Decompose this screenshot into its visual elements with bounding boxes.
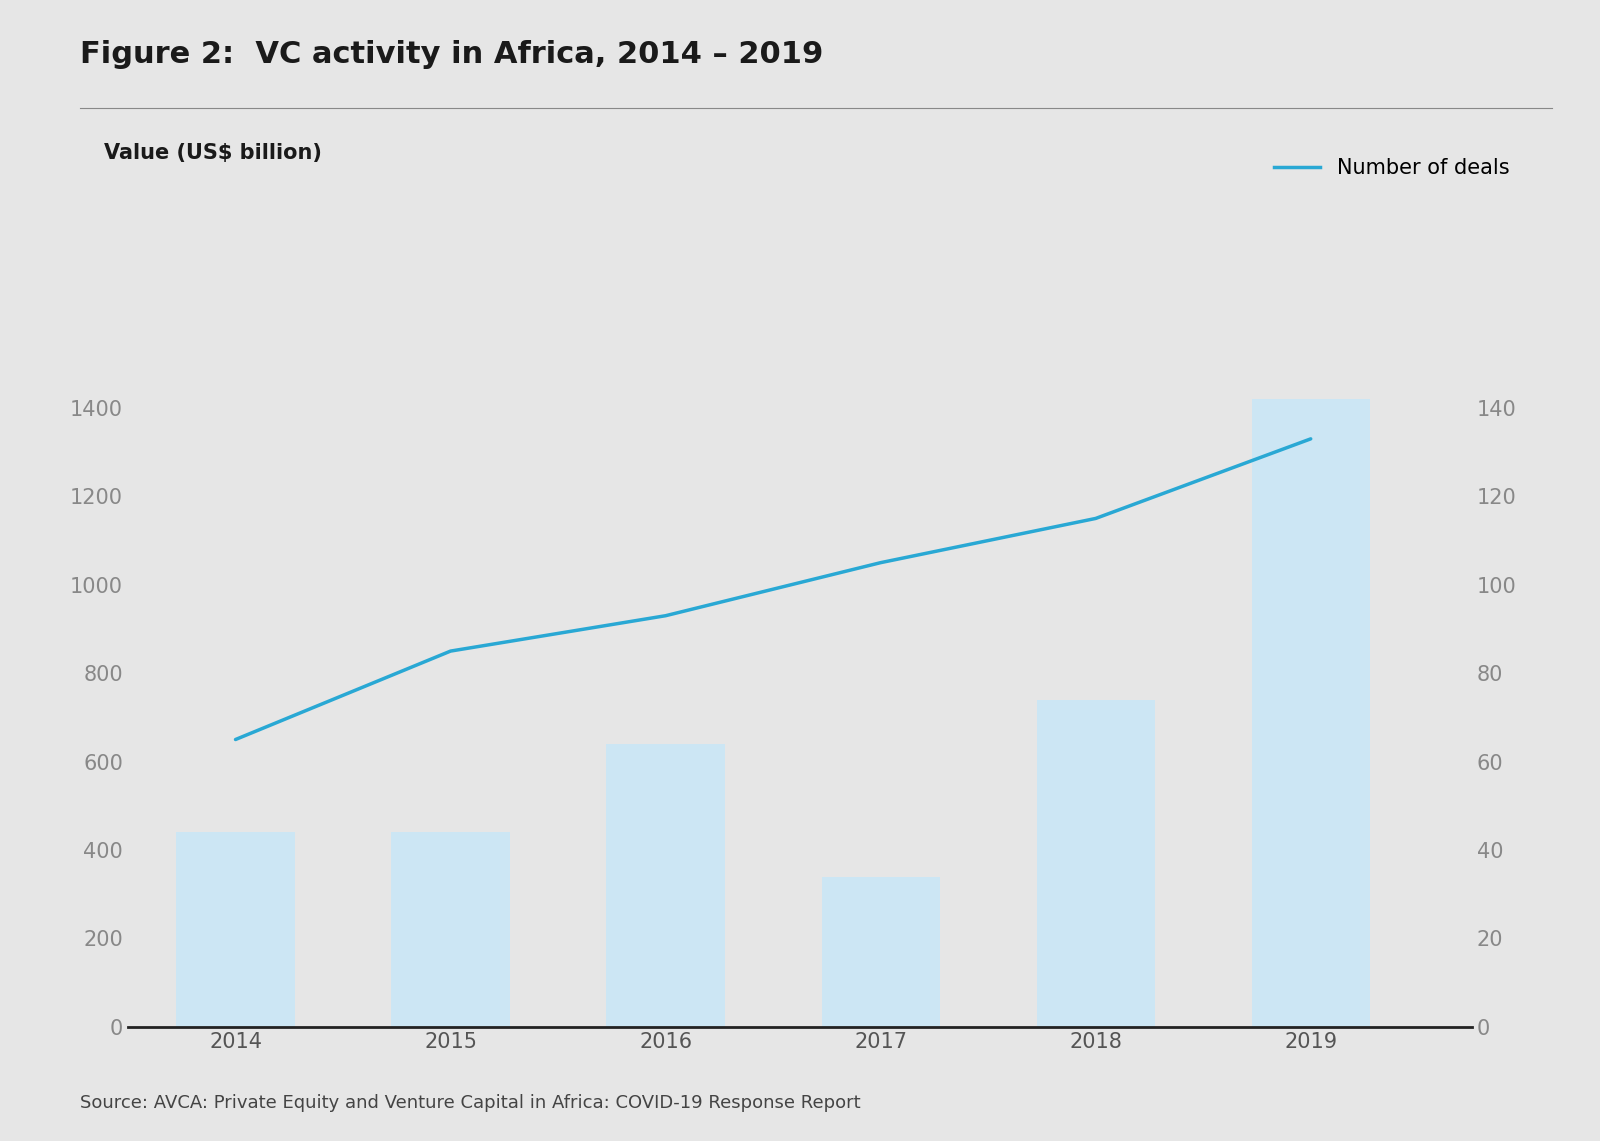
Legend: Number of deals: Number of deals — [1266, 149, 1517, 186]
Bar — [821, 876, 939, 1027]
Text: Value (US$ billion): Value (US$ billion) — [104, 143, 322, 163]
Bar — [606, 744, 725, 1027]
Text: Figure 2:  VC activity in Africa, 2014 – 2019: Figure 2: VC activity in Africa, 2014 – … — [80, 40, 824, 68]
Bar — [176, 833, 294, 1027]
Bar — [1251, 399, 1370, 1027]
Bar — [392, 833, 510, 1027]
Text: Source: AVCA: Private Equity and Venture Capital in Africa: COVID-19 Response Re: Source: AVCA: Private Equity and Venture… — [80, 1094, 861, 1112]
Bar — [1037, 699, 1155, 1027]
